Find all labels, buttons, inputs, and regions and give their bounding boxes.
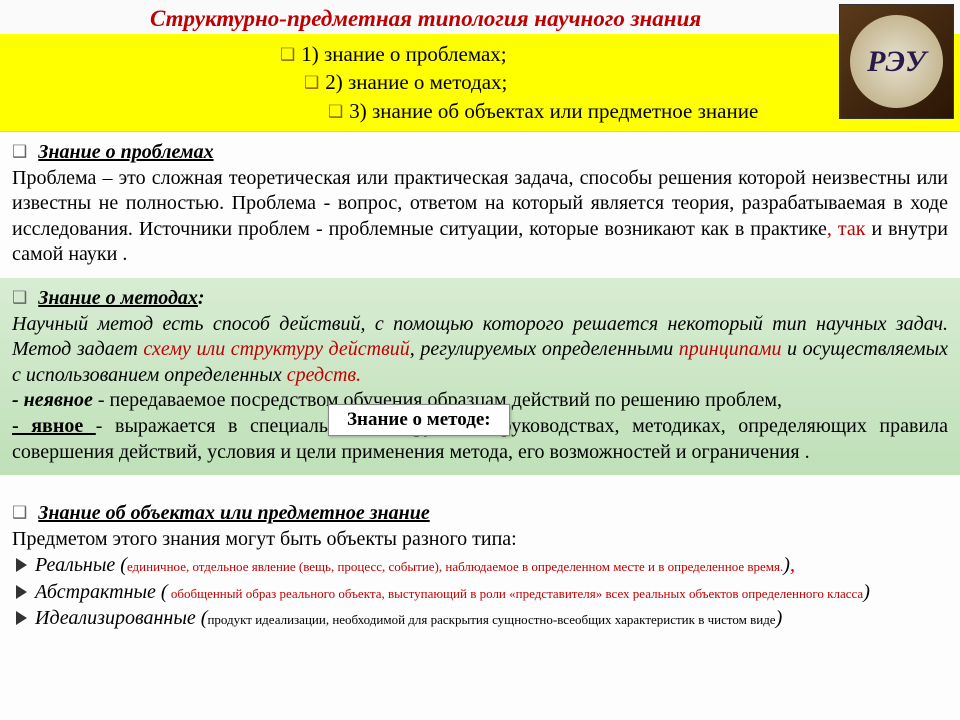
section3-item-abstract: Абстрактные ( обобщенный образ реального… xyxy=(16,579,948,605)
section2-p1-red3: средств. xyxy=(287,364,361,386)
section1-heading: Знание о проблемах xyxy=(38,141,213,163)
item3-desc: продукт идеализации, необходимой для рас… xyxy=(207,612,775,627)
section-objects: ❑ Знание об объектах или предметное знан… xyxy=(0,493,960,641)
chevron-icon xyxy=(16,611,27,625)
top-item-2: 2) знание о методах; xyxy=(325,70,507,94)
item2-desc: обобщенный образ реального объекта, выст… xyxy=(168,586,864,601)
top-item-3: 3) знание об объектах или предметное зна… xyxy=(349,99,758,123)
section2-p1-red1: схему или структуру действий xyxy=(143,338,409,360)
bullet-icon: ❑ xyxy=(304,72,319,95)
section3-item-idealized: Идеализированные (продукт идеализации, н… xyxy=(16,605,948,631)
header: Структурно-предметная типология научного… xyxy=(0,0,960,34)
item1-paren-open: ( xyxy=(120,554,127,576)
section1-text-a: Проблема – это сложная теоретическая или… xyxy=(12,167,948,240)
section1-body: Проблема – это сложная теоретическая или… xyxy=(12,166,948,268)
section2-p1-red2: принципами xyxy=(679,338,782,360)
bullet-icon: ❑ xyxy=(328,101,343,124)
top-enumeration: ❑ 1) знание о проблемах; ❑ 2) знание о мет… xyxy=(0,34,960,131)
item2-name: Абстрактные xyxy=(35,581,161,603)
item1-paren-close: ) xyxy=(783,554,790,576)
section2-p1b: , регулируемых определенными xyxy=(410,338,679,360)
item3-paren-close: ) xyxy=(776,607,783,629)
logo-monogram: РЭУ xyxy=(867,45,926,79)
bullet-icon: ❑ xyxy=(12,141,27,163)
institution-logo: РЭУ xyxy=(839,4,954,119)
chevron-icon xyxy=(16,585,27,599)
section3-intro: Предметом этого знания могут быть объект… xyxy=(12,527,948,553)
section3-heading: Знание об объектах или предметное знание xyxy=(38,502,429,524)
section2-explicit-label: - явное xyxy=(12,415,96,437)
section2-colon: : xyxy=(198,287,205,309)
item1-desc: единичное, отдельное явление (вещь, проц… xyxy=(127,559,783,574)
top-item-1: 1) знание о проблемах; xyxy=(301,42,506,66)
bullet-icon: ❑ xyxy=(12,502,27,524)
bullet-icon: ❑ xyxy=(12,287,27,309)
item1-comma: , xyxy=(790,554,795,576)
section2-para1: Научный метод есть способ действий, с по… xyxy=(12,312,948,389)
chevron-icon xyxy=(16,558,27,572)
section3-item-real: Реальные (единичное, отдельное явление (… xyxy=(16,552,948,578)
item3-name: Идеализированные xyxy=(35,607,201,629)
item2-paren-close: ) xyxy=(863,581,870,603)
item1-name: Реальные xyxy=(35,554,120,576)
section-methods: ❑ Знание о методах: Научный метод есть с… xyxy=(0,278,960,475)
page-title: Структурно-предметная типология научного… xyxy=(150,6,950,32)
bullet-icon: ❑ xyxy=(280,44,295,67)
section2-heading: Знание о методах xyxy=(38,287,198,309)
section-problems: ❑ Знание о проблемах Проблема – это слож… xyxy=(0,131,960,278)
section1-text-red: , так xyxy=(827,218,866,240)
tooltip-method: Знание о методе: xyxy=(328,404,510,436)
section2-implicit-label: - неявное xyxy=(12,389,93,411)
item2-paren-open: ( xyxy=(161,581,168,603)
